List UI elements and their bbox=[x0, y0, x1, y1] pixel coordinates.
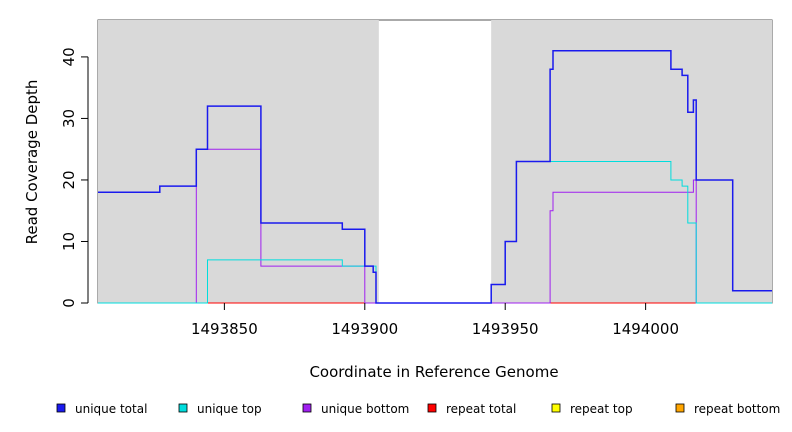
x-tick-label: 1493850 bbox=[191, 320, 258, 338]
legend-swatch-repeat-top bbox=[551, 403, 561, 413]
legend-item-unique-total: unique total bbox=[56, 402, 147, 416]
legend-swatch-unique-bottom bbox=[302, 403, 312, 413]
x-tick-label: 1493900 bbox=[331, 320, 398, 338]
y-tick-label: 0 bbox=[60, 298, 78, 308]
coverage-series bbox=[98, 50, 772, 304]
legend-swatch-repeat-total bbox=[427, 403, 437, 413]
series-unique-total bbox=[98, 50, 772, 304]
legend-item-repeat-total: repeat total bbox=[427, 402, 516, 416]
legend: unique total unique top unique bottom repea… bbox=[56, 402, 780, 416]
x-tick-label: 1494000 bbox=[612, 320, 679, 338]
legend-swatch-unique-top bbox=[178, 403, 188, 413]
legend-label-unique-total: unique total bbox=[75, 402, 147, 416]
legend-label-repeat-total: repeat total bbox=[446, 402, 516, 416]
legend-swatch-repeat-bottom bbox=[675, 403, 685, 413]
x-axis-title: Coordinate in Reference Genome bbox=[309, 363, 558, 381]
y-axis-title: Read Coverage Depth bbox=[23, 80, 41, 245]
legend-label-unique-bottom: unique bottom bbox=[321, 402, 409, 416]
y-tick-label: 40 bbox=[60, 47, 78, 66]
legend-item-repeat-bottom: repeat bottom bbox=[675, 402, 780, 416]
shaded-regions bbox=[98, 20, 772, 303]
shaded-region-1 bbox=[98, 20, 379, 303]
legend-label-repeat-top: repeat top bbox=[570, 402, 633, 416]
legend-item-repeat-top: repeat top bbox=[551, 402, 633, 416]
legend-item-unique-bottom: unique bottom bbox=[302, 402, 409, 416]
y-tick-label: 20 bbox=[60, 170, 78, 189]
x-tick-label: 1493950 bbox=[472, 320, 539, 338]
legend-item-unique-top: unique top bbox=[178, 402, 262, 416]
y-tick-label: 30 bbox=[60, 109, 78, 128]
axes: 1493850 1493900 1493950 1494000 0 10 20 30 40 bbox=[60, 47, 679, 338]
y-tick-label: 10 bbox=[60, 232, 78, 251]
legend-label-unique-top: unique top bbox=[197, 402, 262, 416]
legend-swatch-unique-total bbox=[56, 403, 66, 413]
legend-label-repeat-bottom: repeat bottom bbox=[694, 402, 780, 416]
